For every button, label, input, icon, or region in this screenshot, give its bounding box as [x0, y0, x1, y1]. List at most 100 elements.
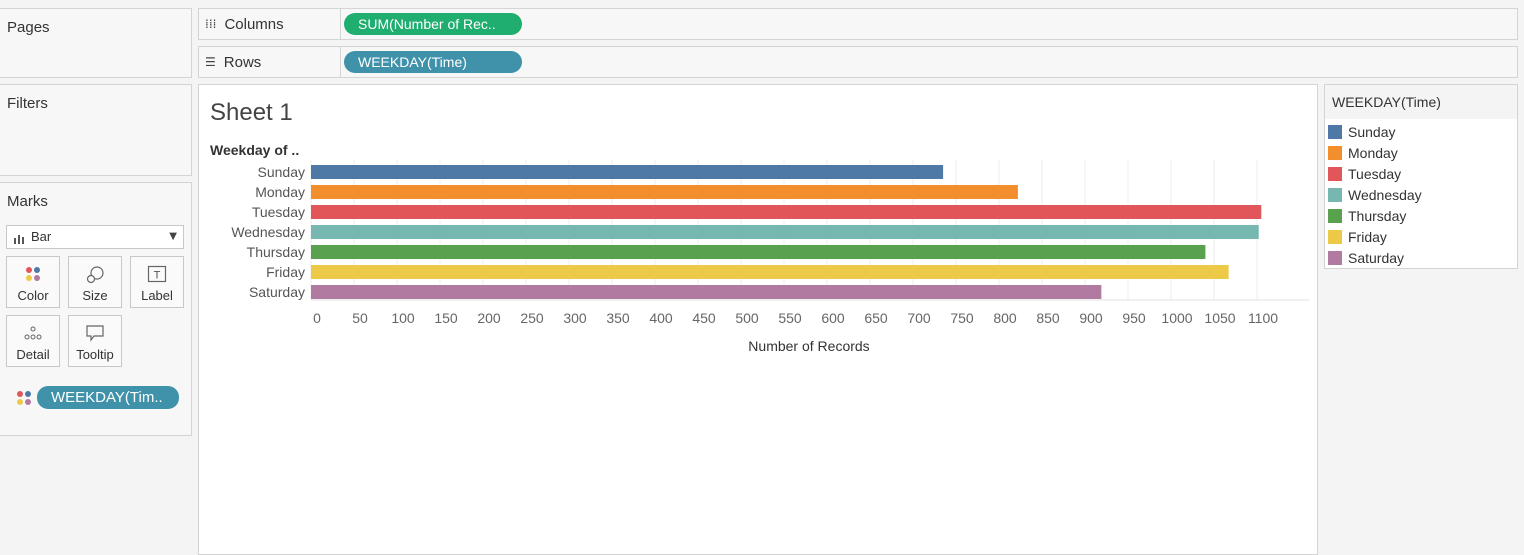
- x-tick-label: 1050: [1204, 310, 1235, 326]
- row-header: Weekday of ..: [210, 142, 299, 158]
- x-tick-label: 750: [950, 310, 974, 326]
- category-label: Friday: [266, 264, 305, 280]
- x-tick-label: 1100: [1248, 310, 1278, 326]
- category-label: Thursday: [247, 244, 305, 260]
- legend-label: Monday: [1348, 144, 1398, 161]
- color-legend: WEEKDAY(Time) Sunday Monday Tuesday Wednesd…: [1324, 84, 1518, 269]
- detail-icon: [7, 324, 59, 344]
- x-axis-title: Number of Records: [748, 338, 869, 354]
- bar: [311, 265, 1229, 279]
- legend-swatch: [1328, 250, 1342, 265]
- legend-swatch: [1328, 166, 1342, 181]
- text-label-icon: T: [131, 265, 183, 285]
- marks-title: Marks: [7, 193, 48, 210]
- x-tick-label: 700: [907, 310, 931, 326]
- x-tick-label: 900: [1079, 310, 1103, 326]
- x-tick-label: 0: [313, 310, 321, 326]
- x-tick-label: 550: [778, 310, 802, 326]
- legend-swatch: [1328, 187, 1342, 202]
- legend-item[interactable]: Tuesday: [1328, 163, 1401, 184]
- legend-label: Wednesday: [1348, 186, 1422, 203]
- legend-item[interactable]: Wednesday: [1328, 184, 1422, 205]
- size-button[interactable]: Size: [68, 256, 122, 308]
- rows-label: Rows: [223, 53, 262, 71]
- rows-shelf-label: ☰ Rows: [199, 47, 341, 77]
- bar: [311, 185, 1018, 199]
- x-tick-label: 50: [352, 310, 368, 326]
- x-tick-label: 850: [1036, 310, 1060, 326]
- columns-label: Columns: [224, 15, 284, 33]
- size-icon: [69, 265, 121, 285]
- bar: [311, 165, 944, 179]
- legend-swatch: [1328, 145, 1342, 160]
- filters-panel[interactable]: Filters: [0, 84, 192, 176]
- bar: [311, 285, 1102, 299]
- detail-label: Detail: [16, 347, 50, 362]
- category-label: Wednesday: [231, 224, 305, 240]
- legend-label: Sunday: [1348, 123, 1396, 140]
- legend-item[interactable]: Friday: [1328, 226, 1387, 247]
- legend-item[interactable]: Thursday: [1328, 205, 1406, 226]
- color-label: Color: [17, 288, 49, 303]
- columns-measure-pill[interactable]: SUM(Number of Rec..: [344, 13, 522, 35]
- legend-label: Thursday: [1348, 207, 1407, 224]
- bar: [311, 245, 1206, 259]
- category-label: Tuesday: [252, 204, 305, 220]
- legend-label: Friday: [1348, 228, 1387, 245]
- x-tick-label: 950: [1122, 310, 1146, 326]
- legend-item[interactable]: Saturday: [1328, 247, 1404, 268]
- color-icon: [7, 265, 59, 285]
- tooltip-icon: [69, 324, 121, 344]
- color-field-icon: [16, 390, 32, 411]
- size-label: Size: [82, 288, 108, 303]
- bar: [311, 225, 1259, 239]
- x-tick-label: 350: [606, 310, 630, 326]
- legend-item[interactable]: Sunday: [1328, 121, 1395, 142]
- legend-item[interactable]: Monday: [1328, 142, 1398, 163]
- pages-title: Pages: [7, 19, 50, 36]
- mark-type-dropdown[interactable]: Bar ▼: [6, 225, 184, 249]
- filters-title: Filters: [7, 95, 48, 112]
- x-tick-label: 450: [692, 310, 716, 326]
- color-field-pill[interactable]: WEEKDAY(Tim..: [37, 386, 179, 409]
- tooltip-label: Tooltip: [76, 347, 114, 362]
- color-button[interactable]: Color: [6, 256, 60, 308]
- legend-swatch: [1328, 229, 1342, 244]
- tooltip-button[interactable]: Tooltip: [68, 315, 122, 367]
- x-tick-label: 650: [864, 310, 888, 326]
- legend-swatch: [1328, 124, 1342, 139]
- rows-dimension-pill[interactable]: WEEKDAY(Time): [344, 51, 522, 73]
- x-tick-label: 300: [563, 310, 587, 326]
- legend-swatch: [1328, 208, 1342, 223]
- label-label: Label: [141, 288, 173, 303]
- bar: [311, 205, 1262, 219]
- x-tick-label: 400: [649, 310, 673, 326]
- x-tick-label: 100: [391, 310, 415, 326]
- bar-chart-icon: [14, 234, 24, 244]
- x-tick-label: 500: [735, 310, 759, 326]
- legend-title[interactable]: WEEKDAY(Time): [1325, 85, 1517, 119]
- category-label: Monday: [255, 184, 305, 200]
- label-button[interactable]: T Label: [130, 256, 184, 308]
- legend-label: Saturday: [1348, 249, 1405, 266]
- chevron-down-icon: ▼: [169, 231, 177, 242]
- x-tick-label: 150: [434, 310, 458, 326]
- pages-panel: Pages: [0, 8, 192, 78]
- detail-button[interactable]: Detail: [6, 315, 60, 367]
- x-tick-label: 600: [821, 310, 845, 326]
- svg-text:T: T: [154, 270, 161, 282]
- x-tick-label: 250: [520, 310, 544, 326]
- x-tick-label: 800: [993, 310, 1017, 326]
- category-label: Saturday: [249, 284, 305, 300]
- worksheet: Sheet 1 Weekday of .. Sunday Monday Tuesday…: [198, 84, 1318, 555]
- x-tick-label: 1000: [1161, 310, 1192, 326]
- rows-icon: ☰: [205, 55, 216, 69]
- columns-shelf-label: ⁞⁞⁞ Columns: [199, 9, 341, 39]
- sheet-title: Sheet 1: [210, 99, 293, 126]
- bar-chart: Weekday of .. Sunday Monday Tuesday Wednesda…: [210, 142, 1309, 354]
- legend-label: Tuesday: [1348, 165, 1402, 182]
- x-tick-label: 200: [477, 310, 501, 326]
- columns-icon: ⁞⁞⁞: [205, 17, 217, 31]
- category-label: Sunday: [258, 164, 305, 180]
- mark-type-label: Bar: [31, 229, 52, 244]
